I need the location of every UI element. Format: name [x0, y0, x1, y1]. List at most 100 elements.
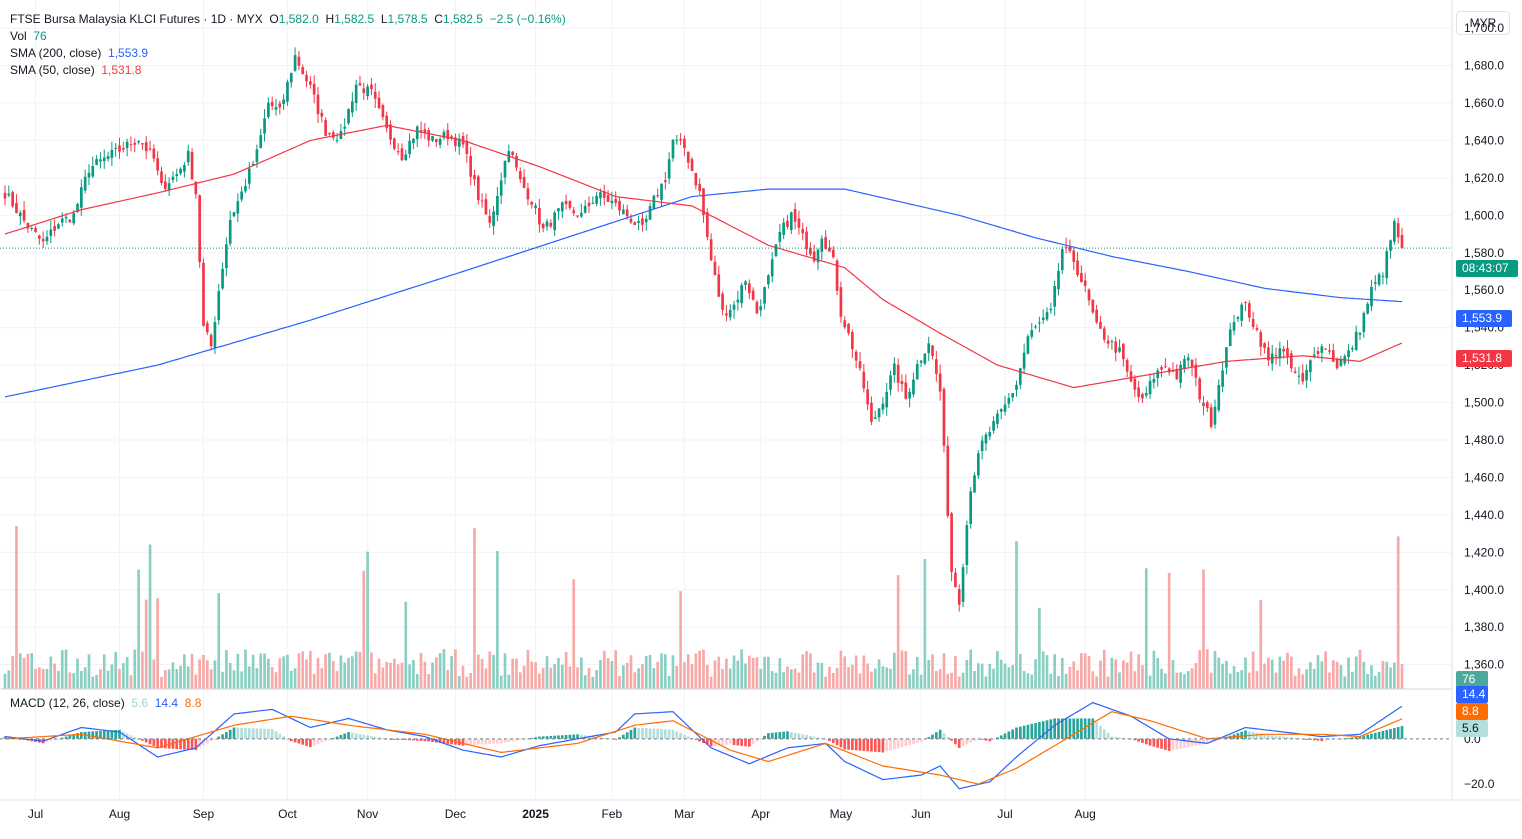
macd-hist-bar	[45, 738, 49, 743]
volume-bar	[263, 653, 266, 689]
time-tick-label: Oct	[278, 807, 297, 821]
candle-body	[950, 513, 953, 573]
candle-body	[893, 363, 896, 376]
candle-body	[774, 244, 778, 256]
macd-hist-bar	[331, 738, 335, 740]
volume-bar	[725, 658, 728, 689]
macd-hist-bar	[102, 730, 106, 739]
macd-legend[interactable]: MACD (12, 26, close) 5.6 14.4 8.8	[10, 695, 201, 712]
volume-bar	[457, 676, 461, 689]
symbol-title[interactable]: FTSE Bursa Malaysia KLCI Futures · 1D · …	[10, 12, 263, 26]
candle-body	[68, 219, 72, 223]
volume-bar	[1167, 572, 1171, 689]
volume-bar	[507, 674, 511, 689]
macd-hist-bar	[469, 738, 473, 746]
macd-hist-bar	[190, 738, 194, 750]
candle-body	[976, 453, 980, 476]
macd-hist-bar	[1263, 734, 1266, 739]
macd-hist-bar	[343, 733, 347, 739]
candle-body	[610, 200, 614, 204]
candle-body	[1049, 308, 1053, 311]
macd-hist-bar	[1289, 737, 1293, 739]
volume-bar	[965, 659, 969, 689]
candle-body	[1331, 350, 1335, 362]
macd-hist-bar	[110, 730, 114, 739]
volume-bar	[1190, 668, 1194, 689]
currency-button[interactable]: MYR	[1456, 11, 1510, 35]
sma200-legend[interactable]: SMA (200, close) 1,553.9	[10, 45, 148, 62]
volume-legend[interactable]: Vol 76	[10, 28, 47, 45]
macd-hist-bar	[1164, 738, 1167, 750]
sma200-value: 1,553.9	[108, 46, 149, 60]
macd-hist-bar	[347, 732, 350, 739]
candle-body	[553, 212, 556, 231]
candle-body	[1198, 378, 1202, 400]
macd-hist-bar	[152, 738, 156, 747]
volume-bar	[358, 651, 362, 689]
candle-body	[53, 226, 56, 231]
volume-bar	[755, 657, 759, 689]
candle-body	[812, 251, 816, 262]
volume-bar	[64, 649, 68, 689]
volume-bar	[534, 662, 537, 689]
candle-body	[160, 171, 163, 183]
time-axis[interactable]: Jul Aug Sep Oct Nov Dec 2025 Feb Mar Apr May Jun Jul…	[28, 807, 1096, 821]
candle-body	[686, 151, 690, 163]
macd-hist-bar	[705, 738, 709, 745]
candle-body	[599, 192, 602, 199]
macd-hist-bar	[858, 738, 862, 751]
candle-body	[1328, 350, 1331, 352]
volume-bar	[278, 658, 282, 689]
volume-bar	[1102, 649, 1106, 689]
macd-hist-bar	[851, 738, 854, 751]
macd-hist-bar	[179, 738, 182, 750]
candle-body	[22, 209, 26, 221]
volume-bar	[301, 651, 305, 689]
macd-hist-bar	[351, 732, 354, 739]
volume-bar	[870, 671, 873, 689]
volume-bar	[778, 658, 782, 689]
macd-hist-bar	[64, 736, 68, 739]
macd-hist-bar	[946, 737, 950, 739]
candle-body	[1106, 340, 1110, 344]
volume-bar	[622, 665, 625, 689]
candle-body	[824, 237, 827, 249]
candle-body	[144, 142, 148, 152]
volume-bar	[614, 650, 618, 689]
sma50-legend[interactable]: SMA (50, close) 1,531.8	[10, 62, 141, 79]
macd-hist-bar	[801, 734, 805, 739]
volume-bar	[511, 658, 514, 689]
volume-bar	[68, 672, 72, 689]
candle-body	[625, 209, 629, 217]
candle-body	[786, 220, 789, 227]
macd-hist-bar	[1186, 738, 1190, 748]
volume-bar	[1095, 676, 1098, 689]
macd-hist-bar	[1087, 718, 1091, 739]
macd-hist-bar	[557, 735, 560, 739]
macd-hist-bar	[572, 734, 576, 739]
candle-body	[377, 97, 381, 109]
volume-bar	[244, 649, 247, 689]
macd-hist-bar	[518, 738, 522, 740]
candle-body	[1393, 221, 1396, 242]
volume-bar	[335, 671, 339, 689]
macd-hist-bar	[1270, 735, 1274, 739]
candle-body	[1038, 322, 1041, 324]
macd-hist-bar	[415, 738, 419, 741]
macd-hist-bar	[412, 738, 415, 741]
candle-body	[404, 154, 408, 161]
candle-body	[908, 391, 911, 399]
candle-body	[263, 118, 266, 134]
candle-body	[236, 201, 240, 214]
candle-body	[755, 302, 759, 314]
volume-bar	[431, 662, 434, 689]
macd-hist-bar	[289, 738, 293, 742]
macd-hist-bar	[1015, 727, 1018, 739]
volume-bar	[809, 653, 812, 689]
macd-hist-bar	[270, 729, 274, 739]
volume-bar	[183, 654, 186, 689]
volume-bar	[114, 651, 118, 689]
volume-bar	[171, 662, 175, 689]
volume-bar	[950, 672, 953, 689]
